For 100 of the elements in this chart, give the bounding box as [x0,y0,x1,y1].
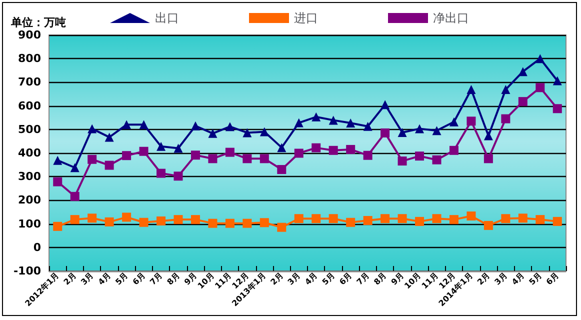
x-tick-label: 8月 [165,270,182,287]
point [156,216,166,226]
point [294,148,304,158]
point [380,214,390,224]
point [104,217,114,226]
point [346,118,356,128]
point [432,214,442,224]
point [174,172,183,181]
point [277,222,286,232]
point [415,216,424,226]
point [294,118,304,128]
point [104,132,114,142]
point [174,215,183,224]
legend-label: 净出口 [433,11,469,25]
point [501,214,510,224]
x-tick-label: 7月 [148,270,164,287]
point [208,154,218,164]
x-tick-label: 6月 [338,270,354,287]
point [398,156,407,166]
point [174,144,183,153]
y-tick-label: 500 [18,122,42,136]
point [70,192,80,201]
point [260,218,269,228]
point [88,124,97,134]
point [53,156,62,165]
x-tick-label: 2月 [476,270,492,287]
point [380,128,390,138]
point [294,214,304,224]
point [415,152,424,161]
point [104,160,114,170]
x-tick-label: 7月 [355,270,371,287]
y-tick-label: 100 [18,217,42,230]
point [260,127,269,136]
point [53,177,62,186]
point [312,112,321,122]
y-tick-label: 200 [18,194,42,207]
x-tick-label: 4月 [303,270,320,287]
point [466,85,476,94]
point [432,155,442,164]
point [518,97,528,106]
point [484,220,493,230]
point [88,214,97,223]
point [363,216,372,225]
point [346,144,356,154]
point [190,121,200,130]
legend-label: 出口 [155,11,179,25]
point [242,128,252,138]
y-tick-label: 700 [18,76,42,89]
point [449,215,458,224]
point [139,218,148,227]
point [363,150,372,160]
y-tick-label: 800 [18,52,42,66]
point [225,148,234,157]
point [225,122,234,132]
point [518,214,528,223]
x-tick-label: 11月 [213,270,234,291]
legend-label: 进口 [294,11,318,25]
x-tick-label: 6月 [131,270,147,287]
x-tick-label: 3月 [492,270,509,287]
x-tick-label: 8月 [372,270,388,287]
point [53,222,62,231]
y-tick-label: -100 [13,264,42,278]
point [260,154,269,164]
x-tick-label: 10月 [196,270,216,291]
x-tick-label: 10月 [402,270,423,291]
point [208,218,218,228]
point [449,146,458,155]
point [156,142,166,151]
point [328,214,338,224]
point [122,151,132,160]
point [277,143,286,152]
point [363,122,372,131]
y-tick-label: 400 [18,146,42,160]
point [277,165,286,174]
point [552,76,562,86]
point [139,120,148,130]
point [536,83,545,92]
point [242,154,252,164]
point [346,218,356,227]
x-tick-label: 6月 [544,270,561,287]
point [536,54,545,64]
x-tick-label: 5月 [527,270,544,287]
point [70,215,80,224]
point [225,218,234,228]
y-tick-label: 300 [18,170,42,184]
point [449,117,458,126]
point [398,214,407,224]
point [328,146,338,155]
point [552,216,562,226]
point [190,150,200,160]
y-tick-label: 0 [33,240,42,254]
x-tick-label: 5月 [320,270,337,287]
point [415,124,424,134]
point [328,116,338,125]
x-tick-label: 11月 [420,270,440,291]
x-tick-label: 4月 [510,270,526,287]
y-axis-title: 单位：万吨 [10,16,66,29]
point [398,128,407,137]
x-tick-label: 2月 [62,270,78,287]
x-tick-label: 3月 [286,270,302,287]
